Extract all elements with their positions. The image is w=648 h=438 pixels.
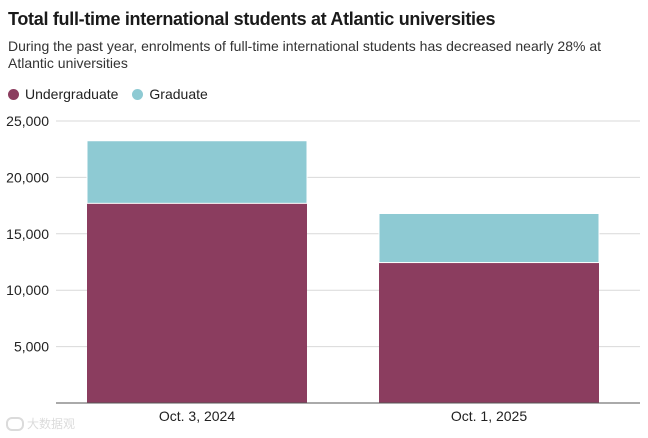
bar-undergraduate <box>379 262 599 403</box>
y-tick-label: 20,000 <box>6 169 49 185</box>
y-tick-label: 15,000 <box>6 226 49 242</box>
bar-undergraduate <box>87 203 307 403</box>
legend-swatch-undergraduate <box>8 88 19 100</box>
y-tick-label: 5,000 <box>14 339 49 355</box>
x-tick-label: Oct. 3, 2024 <box>159 408 235 424</box>
watermark-text: 大数据观 <box>27 417 76 431</box>
legend-label-graduate: Graduate <box>149 86 208 102</box>
legend-swatch-graduate <box>132 88 144 100</box>
bar-graduate <box>86 140 308 204</box>
legend: Undergraduate Graduate <box>8 85 222 103</box>
watermark-logo-icon <box>6 416 24 431</box>
y-tick-label: 10,000 <box>6 282 49 298</box>
chart-title: Total full-time international students a… <box>8 9 496 29</box>
y-tick-label: 25,000 <box>6 113 49 129</box>
x-tick-label: Oct. 1, 2025 <box>451 408 527 424</box>
legend-item-undergraduate: Undergraduate <box>8 86 118 102</box>
legend-label-undergraduate: Undergraduate <box>25 86 119 102</box>
watermark: 大数据观 <box>6 415 75 432</box>
bar-graduate <box>378 212 600 264</box>
legend-item-graduate: Graduate <box>132 86 208 102</box>
chart-subtitle: During the past year, enrolments of full… <box>8 38 601 71</box>
